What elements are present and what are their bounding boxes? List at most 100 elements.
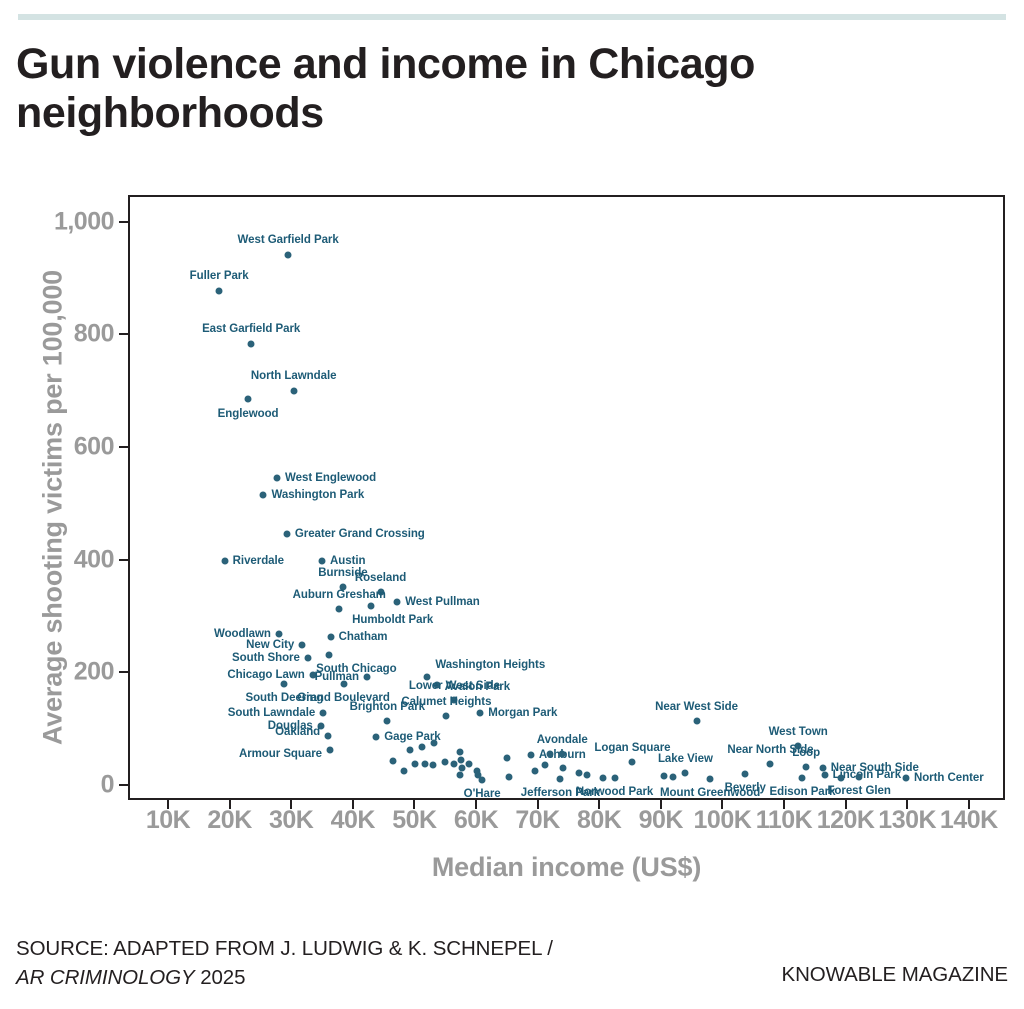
scatter-point[interactable] — [383, 717, 391, 725]
scatter-point[interactable] — [317, 722, 325, 730]
scatter-point[interactable] — [221, 557, 229, 565]
y-tick-label: 400 — [73, 545, 115, 574]
scatter-point[interactable] — [450, 760, 458, 768]
scatter-point[interactable] — [693, 717, 701, 725]
y-axis-title: Average shooting victims per 100,000 — [37, 270, 68, 746]
scatter-point[interactable] — [400, 767, 408, 775]
scatter-point[interactable] — [456, 771, 464, 779]
scatter-point[interactable] — [442, 712, 450, 720]
scatter-point[interactable] — [660, 772, 668, 780]
scatter-point-label: Morgan Park — [488, 706, 558, 719]
scatter-point[interactable] — [527, 751, 535, 759]
scatter-point[interactable] — [324, 732, 332, 740]
scatter-point[interactable] — [465, 760, 473, 768]
scatter-point[interactable] — [766, 760, 774, 768]
scatter-point[interactable] — [275, 630, 283, 638]
scatter-point[interactable] — [393, 598, 401, 606]
scatter-point[interactable] — [430, 739, 438, 747]
scatter-point[interactable] — [559, 764, 567, 772]
x-tick-mark — [351, 800, 354, 809]
scatter-point[interactable] — [273, 474, 281, 482]
scatter-point[interactable] — [855, 773, 863, 781]
scatter-point[interactable] — [418, 743, 426, 751]
x-tick-mark — [475, 800, 477, 809]
scatter-point[interactable] — [304, 654, 312, 662]
scatter-point-label: Oakland — [275, 725, 321, 738]
scatter-point[interactable] — [290, 387, 298, 395]
scatter-point[interactable] — [456, 748, 464, 756]
scatter-point[interactable] — [421, 760, 429, 768]
scatter-point[interactable] — [450, 696, 458, 704]
scatter-point[interactable] — [476, 709, 484, 717]
scatter-point[interactable] — [259, 491, 267, 499]
scatter-point[interactable] — [429, 761, 437, 769]
scatter-point[interactable] — [821, 771, 829, 779]
scatter-point[interactable] — [531, 767, 539, 775]
scatter-point[interactable] — [215, 287, 223, 295]
scatter-point[interactable] — [457, 756, 465, 764]
x-tick-mark — [228, 800, 231, 809]
scatter-point[interactable] — [280, 680, 288, 688]
scatter-point-label: Chatham — [338, 631, 388, 644]
scatter-point[interactable] — [244, 395, 252, 403]
x-tick-label: 90K — [638, 806, 684, 834]
scatter-point[interactable] — [741, 770, 749, 778]
scatter-point[interactable] — [372, 733, 380, 741]
scatter-point[interactable] — [411, 760, 419, 768]
scatter-point[interactable] — [583, 771, 591, 779]
scatter-point[interactable] — [556, 775, 564, 783]
scatter-point[interactable] — [628, 758, 636, 766]
scatter-point[interactable] — [363, 673, 371, 681]
scatter-point[interactable] — [798, 774, 806, 782]
y-tick-label: 600 — [73, 432, 115, 461]
scatter-point[interactable] — [819, 764, 827, 772]
scatter-point[interactable] — [441, 758, 449, 766]
scatter-point-label: Armour Square — [238, 748, 322, 761]
scatter-point[interactable] — [505, 773, 513, 781]
scatter-point[interactable] — [433, 681, 441, 689]
scatter-point[interactable] — [474, 771, 482, 779]
scatter-point[interactable] — [473, 767, 481, 775]
scatter-point[interactable] — [706, 775, 714, 783]
x-tick-label: 30K — [269, 806, 314, 834]
scatter-point[interactable] — [389, 757, 397, 765]
scatter-point[interactable] — [558, 750, 566, 758]
scatter-point[interactable] — [340, 680, 348, 688]
scatter-point[interactable] — [247, 340, 255, 348]
scatter-point[interactable] — [298, 641, 306, 649]
scatter-point-label: North Lawndale — [250, 369, 337, 382]
scatter-point[interactable] — [902, 774, 910, 782]
scatter-point[interactable] — [802, 763, 810, 771]
scatter-point[interactable] — [319, 709, 327, 717]
scatter-point[interactable] — [283, 530, 291, 538]
scatter-point[interactable] — [503, 754, 511, 762]
x-tick-label: 140K — [939, 806, 998, 834]
scatter-point[interactable] — [794, 742, 802, 750]
scatter-point-label: Lincoln Park — [832, 768, 902, 781]
scatter-point[interactable] — [575, 769, 583, 777]
scatter-point[interactable] — [327, 633, 335, 641]
scatter-point[interactable] — [406, 746, 414, 754]
scatter-point[interactable] — [367, 602, 375, 610]
scatter-point[interactable] — [309, 671, 317, 679]
scatter-point[interactable] — [681, 769, 689, 777]
scatter-point[interactable] — [423, 673, 431, 681]
scatter-point[interactable] — [458, 764, 466, 772]
scatter-point[interactable] — [599, 774, 607, 782]
x-tick-label: 80K — [577, 806, 622, 834]
scatter-point[interactable] — [837, 774, 845, 782]
scatter-point[interactable] — [541, 761, 549, 769]
scatter-point[interactable] — [325, 651, 333, 659]
scatter-point[interactable] — [377, 588, 385, 596]
scatter-point[interactable] — [478, 776, 486, 784]
scatter-point[interactable] — [284, 251, 292, 259]
scatter-point[interactable] — [611, 774, 619, 782]
scatter-point[interactable] — [318, 557, 326, 565]
scatter-point-label: Calumet Heights — [401, 696, 492, 709]
scatter-point[interactable] — [326, 746, 334, 754]
scatter-point[interactable] — [335, 605, 343, 613]
scatter-point[interactable] — [339, 583, 347, 591]
scatter-point[interactable] — [669, 773, 677, 781]
source-note: SOURCE: ADAPTED FROM J. LUDWIG & K. SCHN… — [16, 934, 553, 992]
scatter-point[interactable] — [546, 750, 554, 758]
